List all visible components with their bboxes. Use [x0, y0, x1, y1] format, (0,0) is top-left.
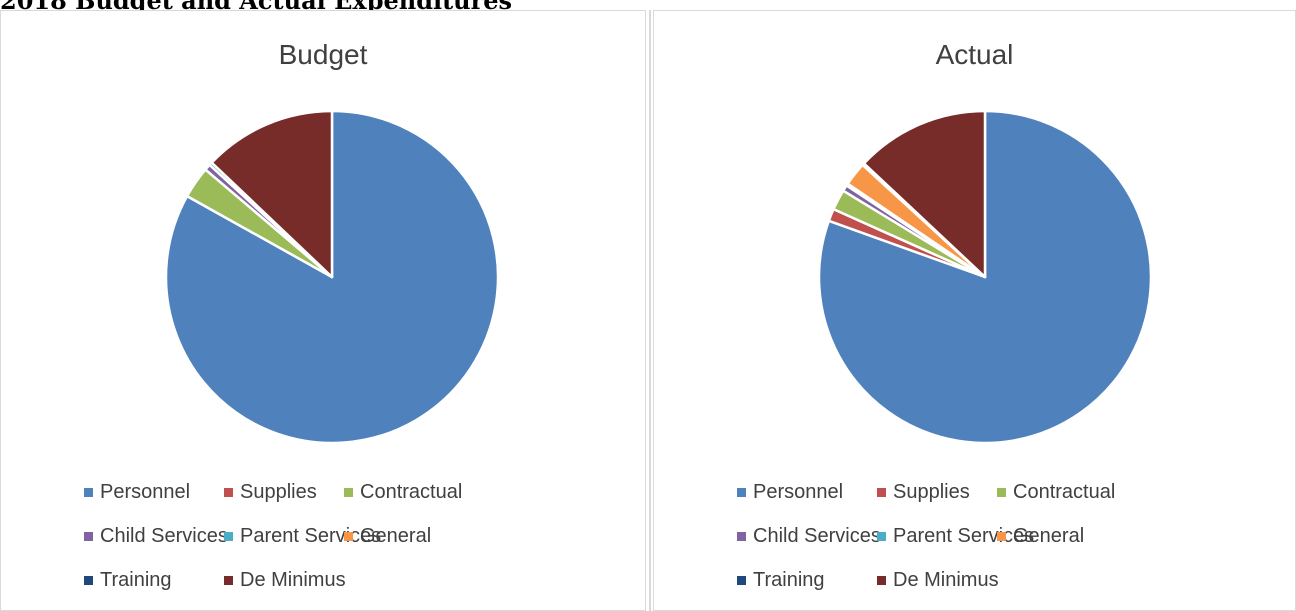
pie-slice-de-minimus — [862, 109, 987, 279]
legend-label: Contractual — [1013, 481, 1116, 503]
legend-item-parent-services: Parent Services — [877, 525, 1034, 548]
legend-item-supplies: Supplies — [224, 481, 317, 504]
legend-swatch — [224, 576, 233, 585]
legend-label: Personnel — [100, 481, 191, 503]
legend-label: De Minimus — [240, 569, 346, 591]
legend-label: General — [1013, 525, 1085, 547]
legend-item-child-services: Child Services — [737, 525, 881, 548]
actual-chart-panel: Actual Personnel Supplies Contractual Child… — [653, 10, 1296, 611]
legend-item-contractual: Contractual — [344, 481, 462, 504]
legend-swatch — [997, 532, 1006, 541]
legend-swatch — [737, 532, 746, 541]
panel-divider — [649, 10, 651, 611]
chart-title: Actual — [935, 39, 1014, 70]
legend-label: De Minimus — [893, 569, 999, 591]
page-title: 2018 Budget and Actual Expenditures — [0, 0, 513, 15]
legend-item-training: Training — [737, 569, 825, 592]
legend-swatch — [344, 532, 353, 541]
legend-label: Supplies — [893, 481, 970, 503]
legend-swatch — [997, 488, 1006, 497]
legend-label: Parent Services — [240, 525, 382, 547]
actual-pie-chart — [817, 109, 1153, 445]
legend-label: Child Services — [753, 525, 881, 547]
budget-chart-panel: Budget Personnel Supplies Contractual Child… — [0, 10, 646, 611]
budget-pie-chart — [164, 109, 500, 445]
pie-slice-de-minimus — [210, 109, 334, 279]
legend-item-personnel: Personnel — [737, 481, 843, 504]
legend-swatch — [84, 488, 93, 497]
legend-label: Training — [753, 569, 825, 591]
legend-swatch — [224, 532, 233, 541]
legend-label: Supplies — [240, 481, 317, 503]
legend-item-training: Training — [84, 569, 172, 592]
legend-item-general: General — [344, 525, 431, 548]
legend-item-child-services: Child Services — [84, 525, 228, 548]
legend-item-contractual: Contractual — [997, 481, 1115, 504]
legend-item-parent-services: Parent Services — [224, 525, 381, 548]
legend-swatch — [344, 488, 353, 497]
legend-swatch — [224, 488, 233, 497]
legend-label: Parent Services — [893, 525, 1035, 547]
legend-swatch — [737, 488, 746, 497]
legend-item-general: General — [997, 525, 1084, 548]
legend-label: Child Services — [100, 525, 228, 547]
legend-swatch — [877, 576, 886, 585]
legend-label: General — [360, 525, 432, 547]
legend-swatch — [84, 576, 93, 585]
legend-label: Training — [100, 569, 172, 591]
legend-item-personnel: Personnel — [84, 481, 190, 504]
legend-item-de-minimus: De Minimus — [877, 569, 999, 592]
chart-title: Budget — [278, 39, 368, 70]
legend-item-supplies: Supplies — [877, 481, 970, 504]
legend-swatch — [877, 532, 886, 541]
legend-label: Personnel — [753, 481, 844, 503]
legend-swatch — [84, 532, 93, 541]
legend-item-de-minimus: De Minimus — [224, 569, 346, 592]
legend-label: Contractual — [360, 481, 463, 503]
pie-slice-personnel — [164, 109, 500, 445]
legend-swatch — [737, 576, 746, 585]
legend-swatch — [877, 488, 886, 497]
